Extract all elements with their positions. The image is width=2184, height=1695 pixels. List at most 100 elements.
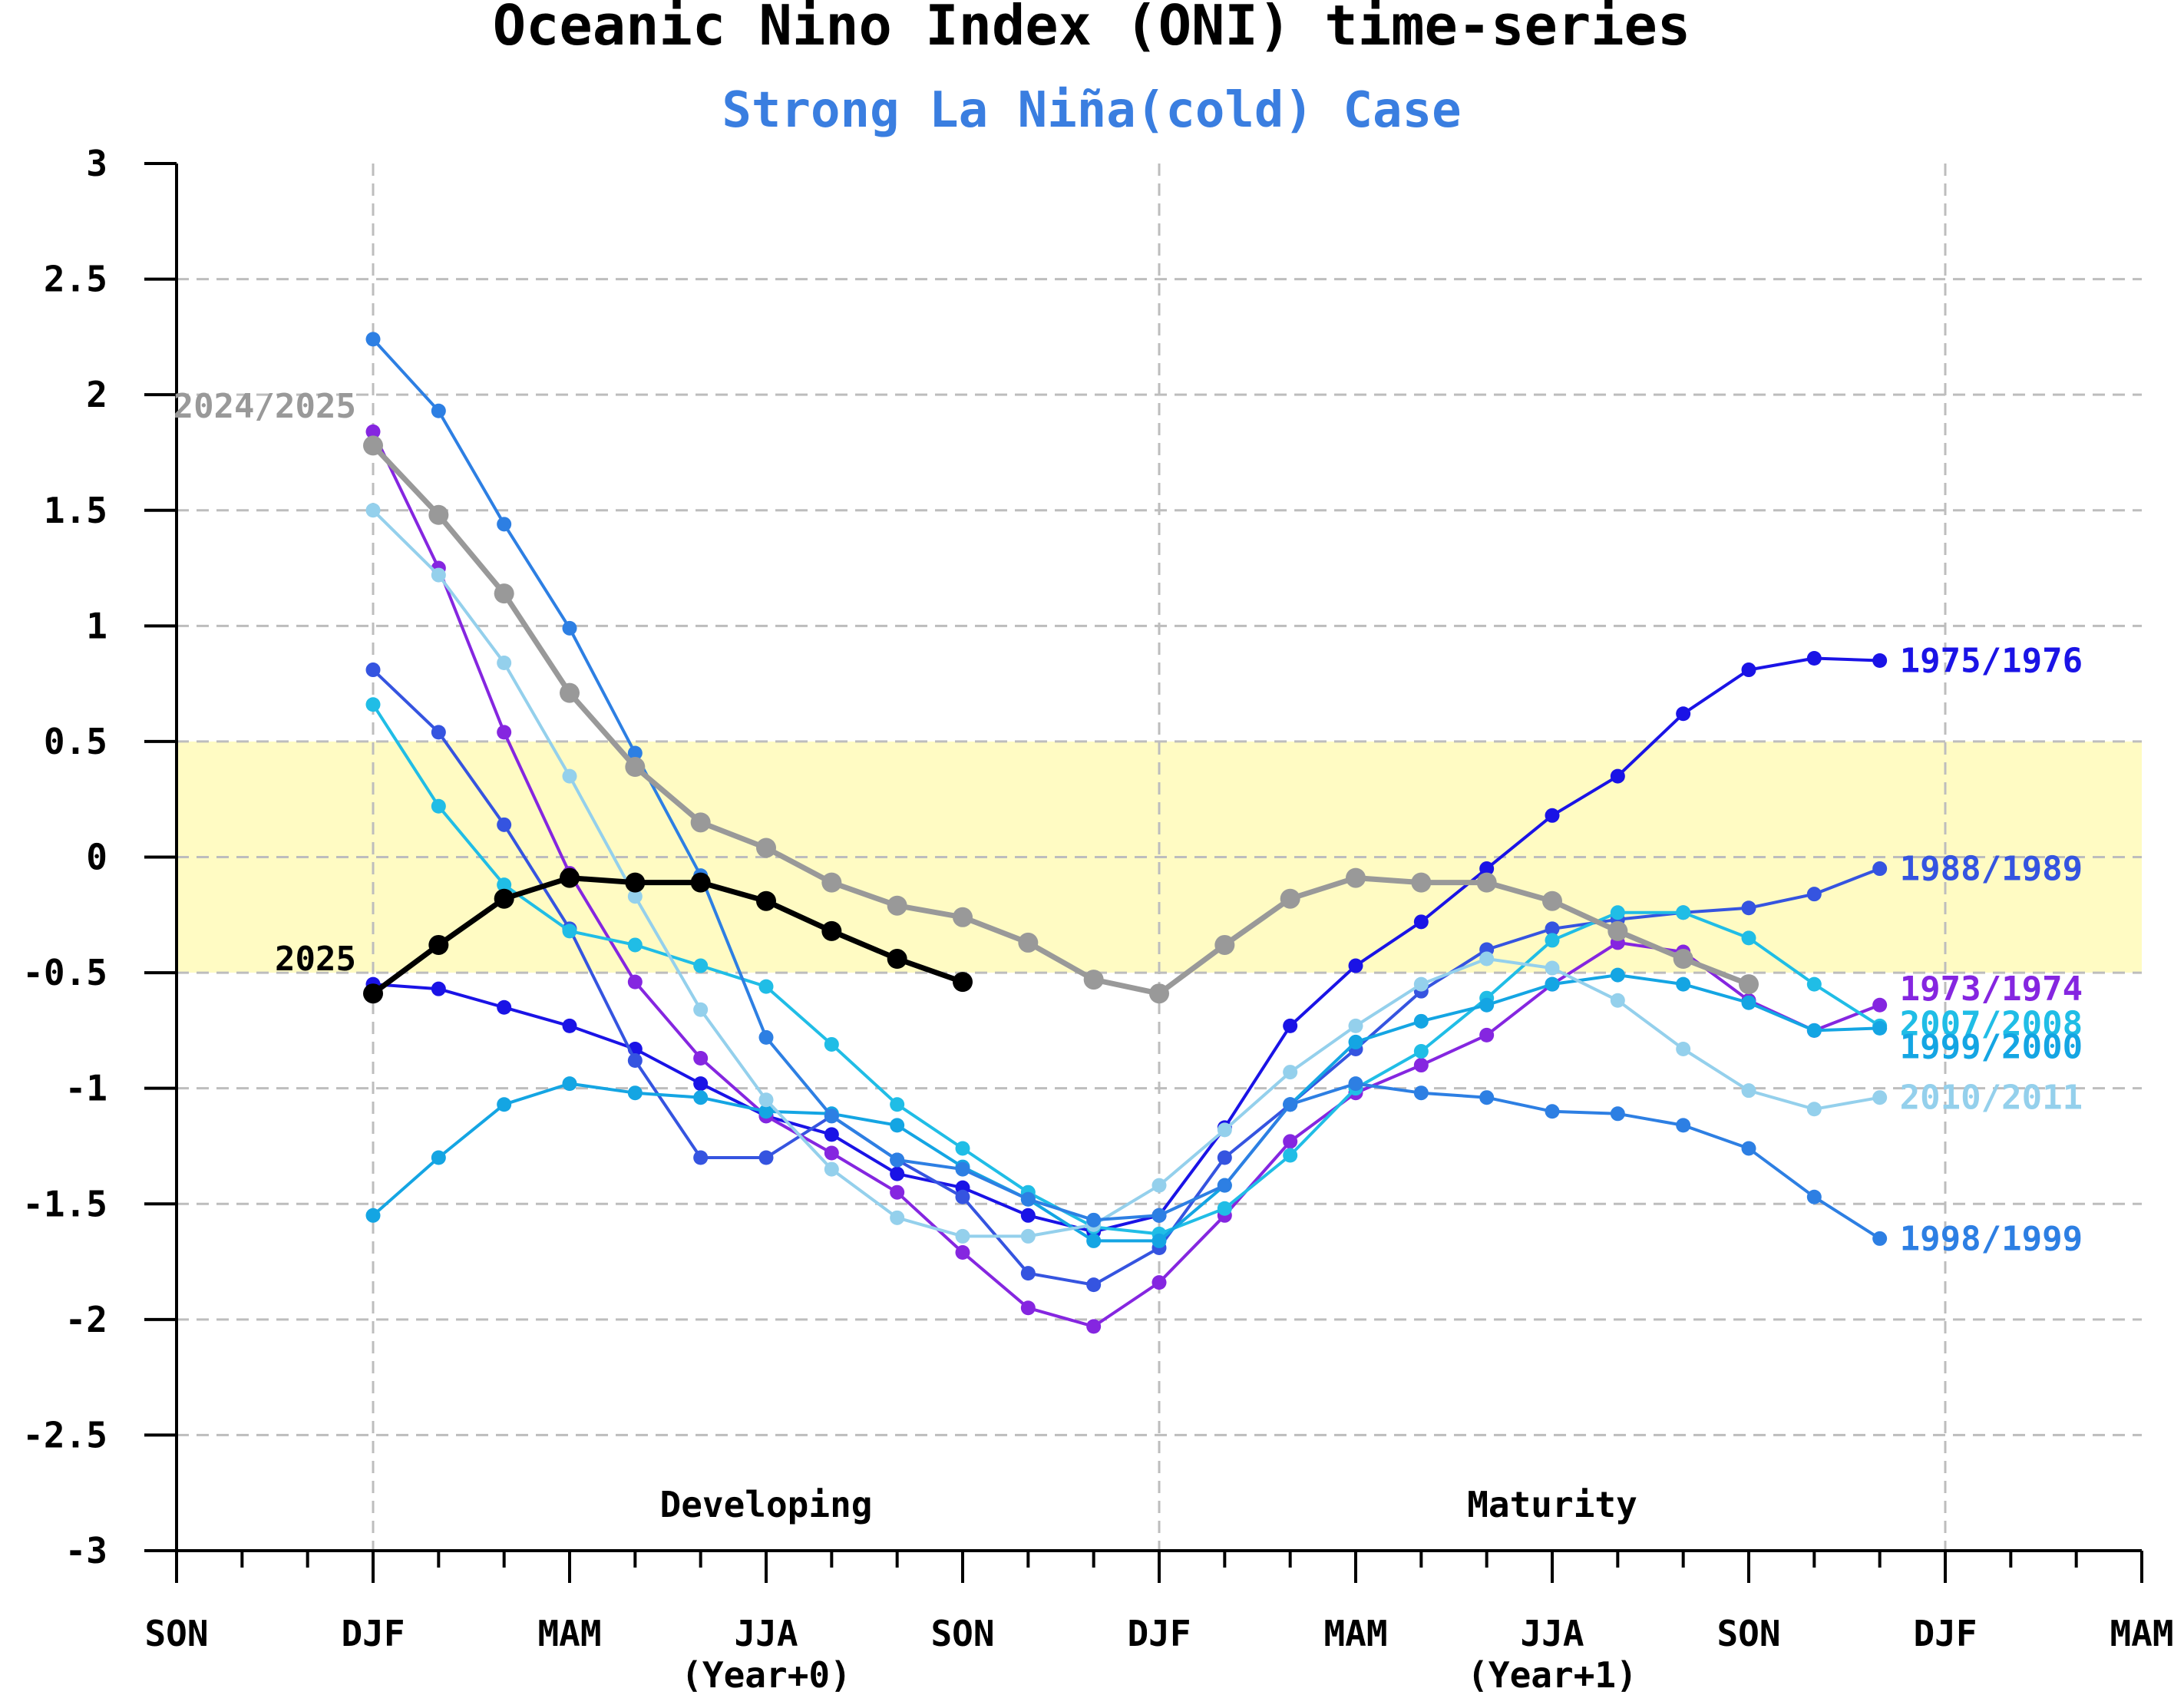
data-point	[824, 1145, 839, 1161]
data-point	[1610, 967, 1625, 983]
data-point	[1413, 1058, 1429, 1073]
data-point	[1610, 905, 1625, 920]
data-point	[1542, 890, 1562, 911]
data-point	[1348, 1076, 1363, 1092]
data-point	[1676, 1118, 1691, 1133]
data-point	[1283, 1065, 1298, 1080]
data-point	[494, 888, 514, 909]
data-point	[1479, 861, 1495, 877]
data-point	[1872, 861, 1888, 877]
data-point	[1545, 933, 1560, 948]
chart-title: Oceanic Nino Index (ONI) time-series	[493, 0, 1691, 58]
series-label: 2024/2025	[173, 387, 356, 426]
data-point	[1610, 768, 1625, 784]
data-point	[1217, 1201, 1232, 1216]
data-point	[1479, 1090, 1495, 1105]
y-tick-label: 0	[86, 837, 107, 878]
series-line	[372, 431, 1881, 1328]
data-point	[890, 1166, 905, 1181]
data-point	[758, 979, 774, 994]
series-2025	[363, 867, 973, 1004]
data-point	[821, 872, 842, 893]
data-point	[497, 517, 512, 532]
data-point	[693, 1076, 709, 1092]
y-tick-label: 1	[86, 605, 107, 646]
x-tick-label: DJF	[1127, 1613, 1191, 1654]
data-point	[887, 895, 907, 916]
data-point	[953, 972, 973, 993]
series-2024-2025	[363, 435, 1759, 1004]
data-point	[1479, 951, 1495, 966]
y-tick-label: -1.5	[22, 1183, 107, 1224]
data-point	[1348, 1018, 1363, 1033]
data-point	[1411, 872, 1432, 893]
data-point	[1348, 958, 1363, 973]
y-tick-label: 2	[86, 374, 107, 415]
series-2010-2011	[365, 503, 1888, 1244]
data-point	[1806, 887, 1822, 902]
data-point	[887, 949, 907, 970]
data-point	[1806, 1023, 1822, 1038]
data-point	[428, 504, 449, 525]
data-point	[365, 424, 381, 439]
data-point	[1280, 888, 1300, 909]
data-point	[690, 812, 711, 833]
data-point	[758, 1029, 774, 1045]
data-point	[363, 435, 383, 456]
data-point	[365, 662, 381, 678]
data-point	[365, 503, 381, 518]
year-label: (Year+1)	[1467, 1654, 1637, 1695]
data-point	[1676, 905, 1691, 920]
series-line	[372, 973, 1880, 1243]
data-point	[1018, 932, 1039, 953]
x-tick-label: JJA	[1520, 1613, 1584, 1654]
data-point	[1741, 900, 1756, 916]
data-point	[824, 1109, 839, 1124]
data-point	[1741, 930, 1756, 946]
data-point	[494, 583, 514, 604]
data-point	[1607, 920, 1628, 941]
x-tick-label: DJF	[1913, 1613, 1977, 1654]
series-line	[372, 338, 1881, 1241]
data-point	[1739, 974, 1759, 995]
data-point	[1479, 997, 1495, 1013]
series-label: 2007/2008	[1900, 1004, 2083, 1043]
x-tick-label: SON	[930, 1613, 994, 1654]
data-point	[1283, 1148, 1298, 1163]
data-point	[955, 1189, 970, 1204]
data-point	[1673, 949, 1693, 970]
data-point	[1020, 1191, 1036, 1207]
data-point	[431, 725, 446, 740]
data-point	[1872, 997, 1888, 1013]
series-label: 1998/1999	[1900, 1219, 2083, 1258]
x-tick-label: MAM	[537, 1613, 601, 1654]
data-point	[1872, 1090, 1888, 1105]
data-point	[693, 1002, 709, 1017]
data-point	[890, 1118, 905, 1133]
data-point	[627, 1053, 643, 1069]
series-line	[371, 443, 1750, 996]
data-point	[562, 1076, 577, 1092]
data-point	[1346, 867, 1366, 888]
series-line	[372, 669, 1881, 1287]
data-point	[1413, 1085, 1429, 1101]
data-point	[824, 1036, 839, 1052]
data-point	[625, 757, 646, 778]
data-point	[1149, 983, 1169, 1004]
data-point	[693, 1090, 709, 1105]
data-point	[497, 817, 512, 832]
y-tick-label: 0.5	[44, 721, 107, 762]
phase-labels: Developing Maturity	[660, 1484, 1637, 1525]
data-point	[1545, 1104, 1560, 1119]
data-point	[1741, 995, 1756, 1010]
data-point	[756, 890, 776, 911]
data-point	[627, 974, 643, 990]
data-point	[1545, 976, 1560, 992]
data-point	[562, 620, 577, 636]
data-point	[1545, 921, 1560, 937]
x-tick-label: SON	[144, 1613, 208, 1654]
series-line	[372, 656, 1880, 1234]
series-line	[372, 509, 1881, 1238]
data-point	[693, 1150, 709, 1165]
data-point	[1283, 1134, 1298, 1149]
